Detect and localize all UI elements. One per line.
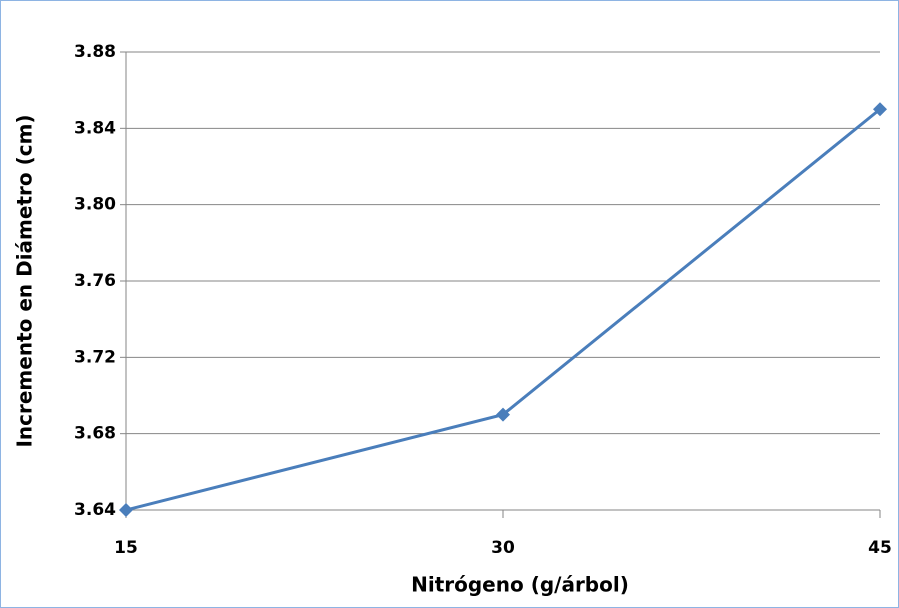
y-tick-label: 3.84 (74, 118, 116, 138)
data-point (496, 407, 510, 422)
x-tick-label: 30 (491, 538, 515, 558)
y-tick-label: 3.88 (74, 42, 116, 62)
x-tick-label: 15 (114, 538, 138, 558)
y-axis-title: Incremento en Diámetro (cm) (13, 114, 37, 447)
y-tick-label: 3.68 (74, 424, 116, 444)
x-tick-label: 45 (868, 538, 892, 558)
y-tick-label: 3.72 (74, 347, 116, 367)
y-tick-label: 3.64 (74, 500, 116, 520)
data-point (873, 102, 887, 117)
y-tick-label: 3.80 (74, 195, 116, 215)
x-axis-title: Nitrógeno (g/árbol) (411, 573, 629, 597)
y-tick-label: 3.76 (74, 271, 116, 291)
data-point (119, 503, 133, 517)
